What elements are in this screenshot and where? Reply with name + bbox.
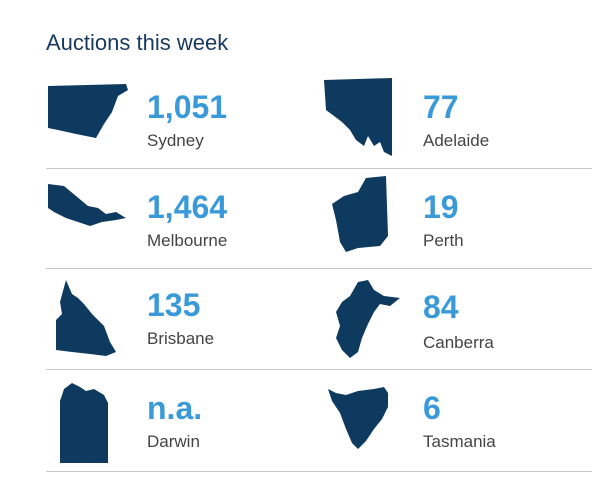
city-name: Adelaide bbox=[423, 131, 490, 150]
auction-count: 77 bbox=[423, 89, 459, 125]
city-tile-tasmania: 6 Tasmania bbox=[322, 383, 592, 473]
auction-count: 84 bbox=[423, 289, 459, 325]
city-tile-brisbane: 135 Brisbane bbox=[46, 280, 316, 370]
city-tile-adelaide: 77 Adelaide bbox=[322, 76, 592, 166]
nsw-map-icon bbox=[48, 84, 128, 138]
city-tile-canberra: 84 Canberra bbox=[322, 278, 592, 368]
city-name: Sydney bbox=[147, 131, 204, 150]
wa-map-icon bbox=[332, 176, 388, 252]
city-name: Perth bbox=[423, 231, 464, 250]
act-map-icon bbox=[336, 280, 400, 358]
divider bbox=[46, 168, 592, 169]
city-name: Brisbane bbox=[147, 329, 215, 348]
auction-count: 135 bbox=[147, 287, 201, 323]
city-name: Darwin bbox=[147, 432, 200, 451]
auction-count: 1,051 bbox=[147, 89, 228, 125]
tas-map-icon bbox=[328, 387, 388, 449]
auction-count: n.a. bbox=[147, 390, 203, 426]
page-title: Auctions this week bbox=[46, 30, 229, 55]
qld-map-icon bbox=[56, 280, 116, 356]
vic-map-icon bbox=[48, 184, 126, 226]
city-tile-perth: 19 Perth bbox=[322, 176, 592, 266]
city-name: Canberra bbox=[423, 333, 494, 352]
divider bbox=[46, 471, 592, 472]
nt-map-icon bbox=[60, 383, 108, 463]
city-name: Melbourne bbox=[147, 231, 228, 250]
divider bbox=[46, 369, 592, 370]
city-tile-darwin: n.a. Darwin bbox=[46, 383, 316, 473]
auction-count: 1,464 bbox=[147, 189, 228, 225]
auction-count: 19 bbox=[423, 189, 459, 225]
city-tile-sydney: 1,051 Sydney bbox=[46, 82, 316, 172]
auction-count: 6 bbox=[423, 390, 441, 426]
divider bbox=[46, 268, 592, 269]
sa-map-icon bbox=[324, 78, 392, 156]
city-tile-melbourne: 1,464 Melbourne bbox=[46, 182, 316, 272]
city-name: Tasmania bbox=[423, 432, 496, 451]
